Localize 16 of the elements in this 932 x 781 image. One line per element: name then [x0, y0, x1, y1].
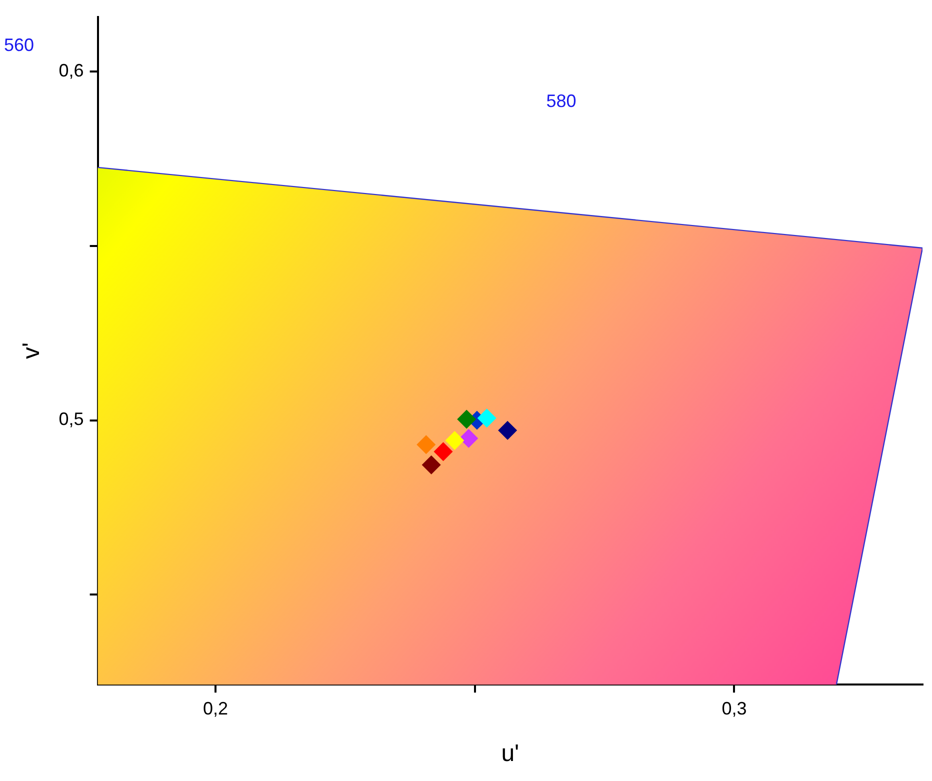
point — [477, 408, 496, 428]
point — [498, 420, 518, 440]
y-axis-title: v' — [18, 342, 46, 359]
y-tick-label: 0,5 — [58, 409, 84, 430]
x-axis-title: u' — [501, 740, 520, 768]
point — [416, 435, 436, 454]
x-tick-label: 0,2 — [203, 698, 228, 718]
annotation: 580 — [546, 90, 576, 111]
x-tick-label: 0,3 — [722, 698, 747, 718]
y-tick-label: 0,6 — [58, 60, 84, 81]
point — [422, 455, 441, 474]
point — [459, 428, 478, 448]
point — [434, 442, 453, 462]
text: 560 — [4, 34, 34, 55]
point — [445, 430, 464, 450]
point — [457, 410, 476, 429]
